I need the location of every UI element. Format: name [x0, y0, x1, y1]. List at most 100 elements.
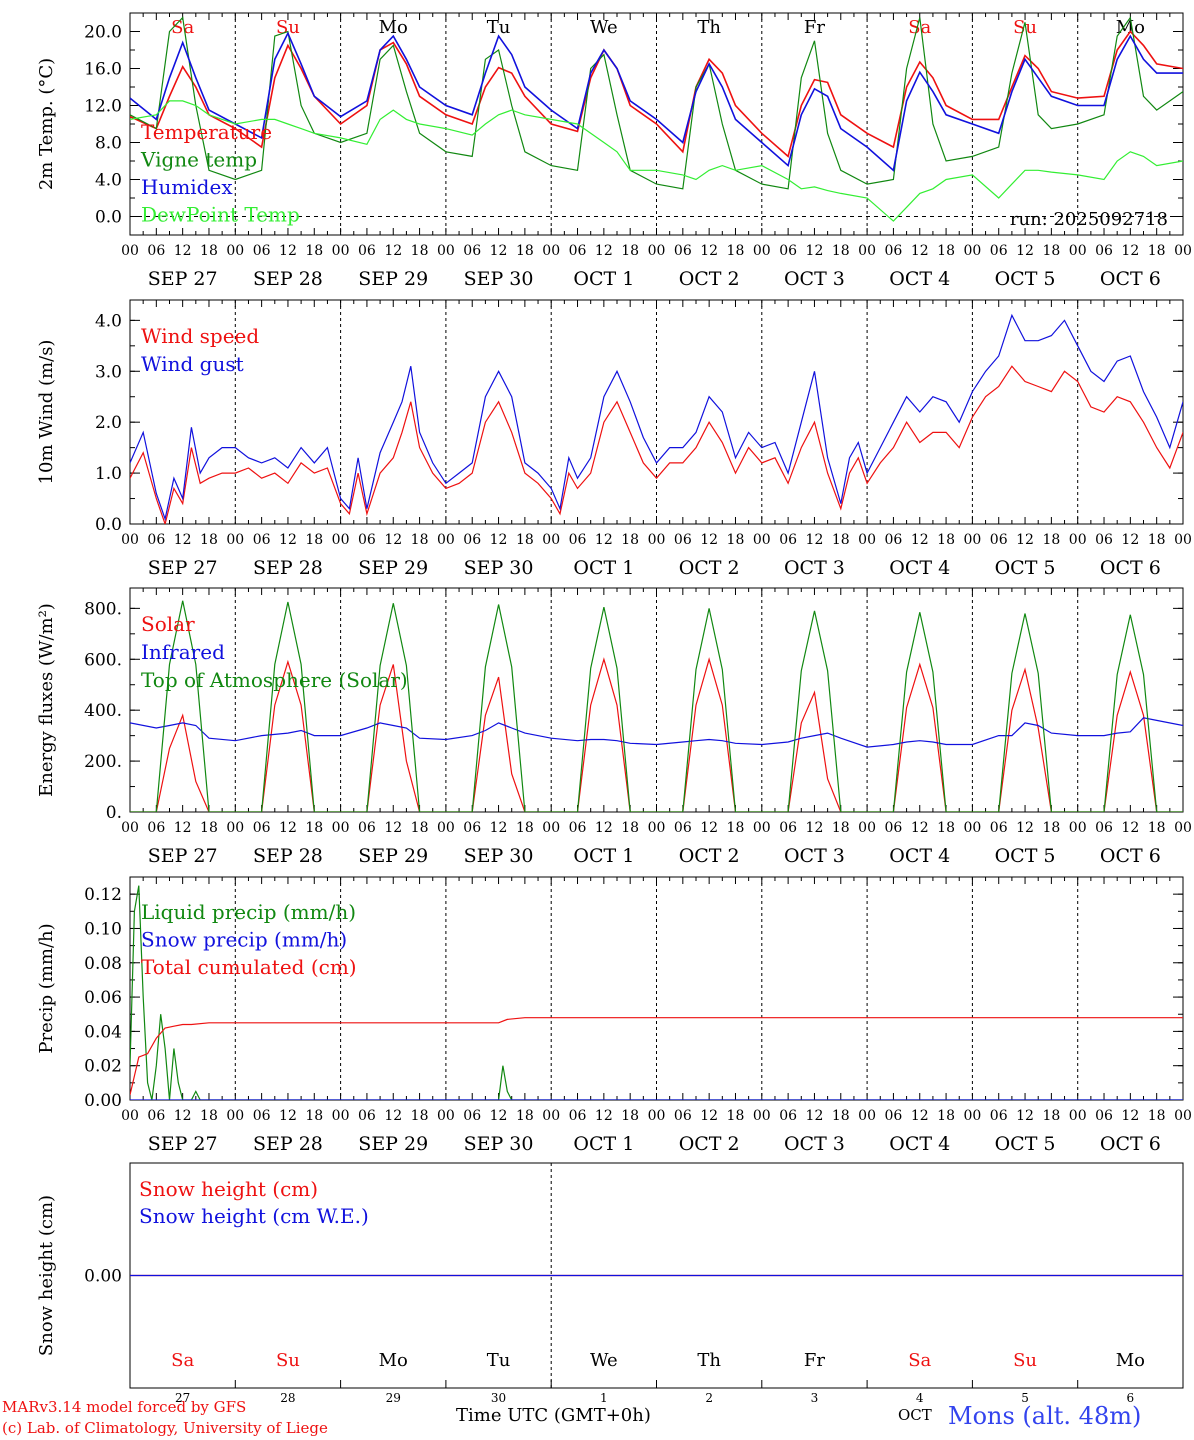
- hour-tick-label: 12: [384, 820, 402, 836]
- y-tick-label: 1.0: [95, 464, 122, 484]
- date-label: SEP 30: [464, 845, 534, 867]
- hour-tick-label: 18: [621, 532, 639, 548]
- date-label: SEP 27: [148, 557, 218, 579]
- y-axis-label: 2m Temp. (°C): [36, 58, 57, 190]
- series-line-wind-speed: [130, 365, 1183, 524]
- series-line-wind-gust: [130, 313, 1183, 522]
- hour-tick-label: 12: [700, 820, 718, 836]
- legend-snow-precip-mm-h: Snow precip (mm/h): [141, 928, 347, 952]
- hour-tick-label: 06: [674, 1108, 692, 1124]
- legend-temperature: Temperature: [141, 120, 272, 144]
- hour-tick-label: 06: [147, 820, 165, 836]
- hour-tick-label: 12: [174, 243, 192, 259]
- hour-tick-label: 06: [253, 1108, 271, 1124]
- hour-tick-label: 06: [990, 243, 1008, 259]
- hour-tick-label: 00: [121, 532, 139, 548]
- hour-tick-label: 18: [516, 243, 534, 259]
- hour-tick-label: 06: [463, 820, 481, 836]
- hour-tick-label: 18: [1148, 1108, 1166, 1124]
- date-label: OCT 1: [573, 845, 634, 867]
- date-label: OCT 3: [784, 1133, 845, 1155]
- date-label: OCT 4: [889, 557, 950, 579]
- hour-tick-label: 12: [1016, 532, 1034, 548]
- date-label: OCT 5: [995, 557, 1056, 579]
- hour-tick-label: 06: [674, 532, 692, 548]
- hour-tick-label: 06: [674, 820, 692, 836]
- hour-tick-label: 12: [700, 243, 718, 259]
- hour-tick-label: 06: [990, 1108, 1008, 1124]
- hour-tick-label: 18: [305, 820, 323, 836]
- hour-tick-label: 18: [411, 243, 429, 259]
- hour-tick-label: 18: [1042, 243, 1060, 259]
- date-label: SEP 29: [358, 557, 428, 579]
- hour-tick-label: 12: [490, 1108, 508, 1124]
- day-number-label: 6: [1127, 1391, 1135, 1405]
- hour-tick-label: 18: [621, 243, 639, 259]
- hour-tick-label: 06: [885, 820, 903, 836]
- hour-tick-label: 12: [1016, 243, 1034, 259]
- hour-tick-label: 06: [1095, 532, 1113, 548]
- hour-tick-label: 18: [516, 1108, 534, 1124]
- y-tick-label: 0.00: [84, 1267, 122, 1287]
- hour-tick-label: 06: [358, 1108, 376, 1124]
- hour-tick-label: 06: [990, 532, 1008, 548]
- date-label: SEP 27: [148, 1133, 218, 1155]
- hour-tick-label: 00: [648, 243, 666, 259]
- y-tick-label: 200.: [84, 752, 122, 772]
- hour-tick-label: 12: [279, 1108, 297, 1124]
- hour-tick-label: 12: [911, 1108, 929, 1124]
- y-tick-label: 0.06: [84, 988, 122, 1008]
- y-tick-label: 0.02: [84, 1057, 122, 1077]
- legend-snow-height-cm: Snow height (cm): [139, 1177, 318, 1201]
- date-label: OCT 3: [784, 845, 845, 867]
- series-line-infrared: [130, 717, 1183, 748]
- y-tick-label: 0.10: [84, 919, 122, 939]
- weekday-label: Mo: [379, 1350, 408, 1371]
- y-tick-label: 0.12: [84, 885, 122, 905]
- hour-tick-label: 00: [437, 532, 455, 548]
- legend-wind-speed: Wind speed: [141, 324, 259, 348]
- date-label: OCT 5: [995, 268, 1056, 290]
- hour-tick-label: 18: [727, 532, 745, 548]
- legend-top-of-atmosphere-solar: Top of Atmosphere (Solar): [141, 668, 408, 692]
- y-tick-label: 0.04: [84, 1022, 122, 1042]
- legend-vigne-temp: Vigne temp: [140, 148, 257, 172]
- hour-tick-label: 06: [358, 820, 376, 836]
- day-number-label: 30: [491, 1391, 506, 1405]
- hour-tick-label: 18: [1042, 820, 1060, 836]
- hour-tick-label: 06: [779, 1108, 797, 1124]
- hour-tick-label: 18: [305, 1108, 323, 1124]
- hour-tick-label: 18: [200, 820, 218, 836]
- hour-tick-label: 00: [226, 243, 244, 259]
- panel-2m-temperature: 0.0 4.0 8.0 12.0 16.0 20.0 2m Temp. (°C) 00 06 12…: [36, 12, 1192, 290]
- hour-tick-label: 18: [621, 1108, 639, 1124]
- weekday-label: Su: [276, 1350, 300, 1371]
- y-tick-label: 3.0: [95, 362, 122, 382]
- weekday-label: Su: [276, 17, 300, 38]
- series-line-top-of-atmosphere-solar: [130, 600, 1183, 812]
- date-label: SEP 30: [464, 268, 534, 290]
- hour-tick-label: 18: [832, 243, 850, 259]
- legend-humidex: Humidex: [141, 175, 233, 199]
- hour-tick-label: 18: [305, 243, 323, 259]
- hour-tick-label: 12: [490, 820, 508, 836]
- hour-tick-label: 06: [569, 1108, 587, 1124]
- hour-tick-label: 00: [542, 1108, 560, 1124]
- weekday-label: Th: [697, 17, 721, 38]
- hour-tick-label: 18: [937, 1108, 955, 1124]
- y-tick-label: 0.0: [95, 515, 122, 535]
- weekday-label: We: [590, 1350, 618, 1371]
- hour-tick-label: 12: [1121, 1108, 1139, 1124]
- hour-tick-label: 00: [858, 1108, 876, 1124]
- date-label: SEP 29: [358, 1133, 428, 1155]
- weekday-label: Fr: [804, 17, 825, 38]
- hour-tick-label: 00: [226, 1108, 244, 1124]
- hour-tick-label: 12: [595, 820, 613, 836]
- legend-solar: Solar: [141, 612, 195, 636]
- date-label: SEP 30: [464, 1133, 534, 1155]
- hour-tick-label: 06: [253, 243, 271, 259]
- hour-tick-label: 12: [279, 532, 297, 548]
- date-label: OCT 6: [1100, 557, 1161, 579]
- hour-tick-label: 00: [437, 1108, 455, 1124]
- hour-tick-label: 12: [595, 532, 613, 548]
